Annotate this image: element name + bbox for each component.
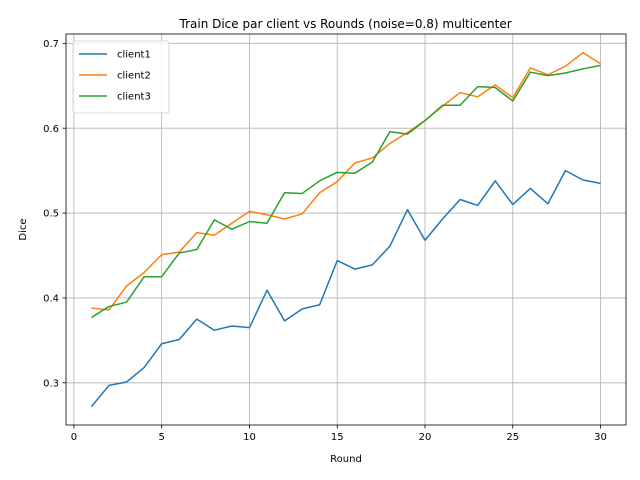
legend-box [72, 40, 170, 114]
series-line-client3 [91, 64, 601, 319]
x-axis: 0 5 10 15 20 25 30 [71, 425, 607, 443]
x-tick-label: 20 [419, 432, 432, 443]
x-tick-label: 30 [594, 432, 607, 443]
y-axis-label: Dice [18, 218, 29, 240]
series-lines [90, 51, 601, 408]
y-axis: 0.3 0.4 0.5 0.6 0.7 [43, 39, 66, 389]
legend-label-client1: client1 [117, 50, 151, 61]
y-tick-label: 0.7 [43, 39, 59, 50]
chart-title: Train Dice par client vs Rounds (noise=0… [179, 17, 512, 31]
x-tick-label: 5 [158, 432, 164, 443]
x-tick-label: 25 [506, 432, 519, 443]
plot-frame [65, 33, 627, 426]
x-tick-label: 15 [331, 432, 344, 443]
x-axis-label: Round [330, 454, 362, 465]
legend-label-client3: client3 [117, 92, 151, 103]
y-tick-label: 0.3 [43, 378, 59, 389]
y-tick-label: 0.6 [43, 124, 59, 135]
series-line-client1 [90, 169, 601, 408]
x-tick-label: 0 [71, 432, 77, 443]
legend: client1 client2 client3 [72, 40, 170, 114]
y-tick-label: 0.4 [43, 294, 59, 305]
x-tick-label: 10 [243, 432, 256, 443]
y-tick-label: 0.5 [43, 209, 59, 220]
legend-label-client2: client2 [117, 71, 151, 82]
